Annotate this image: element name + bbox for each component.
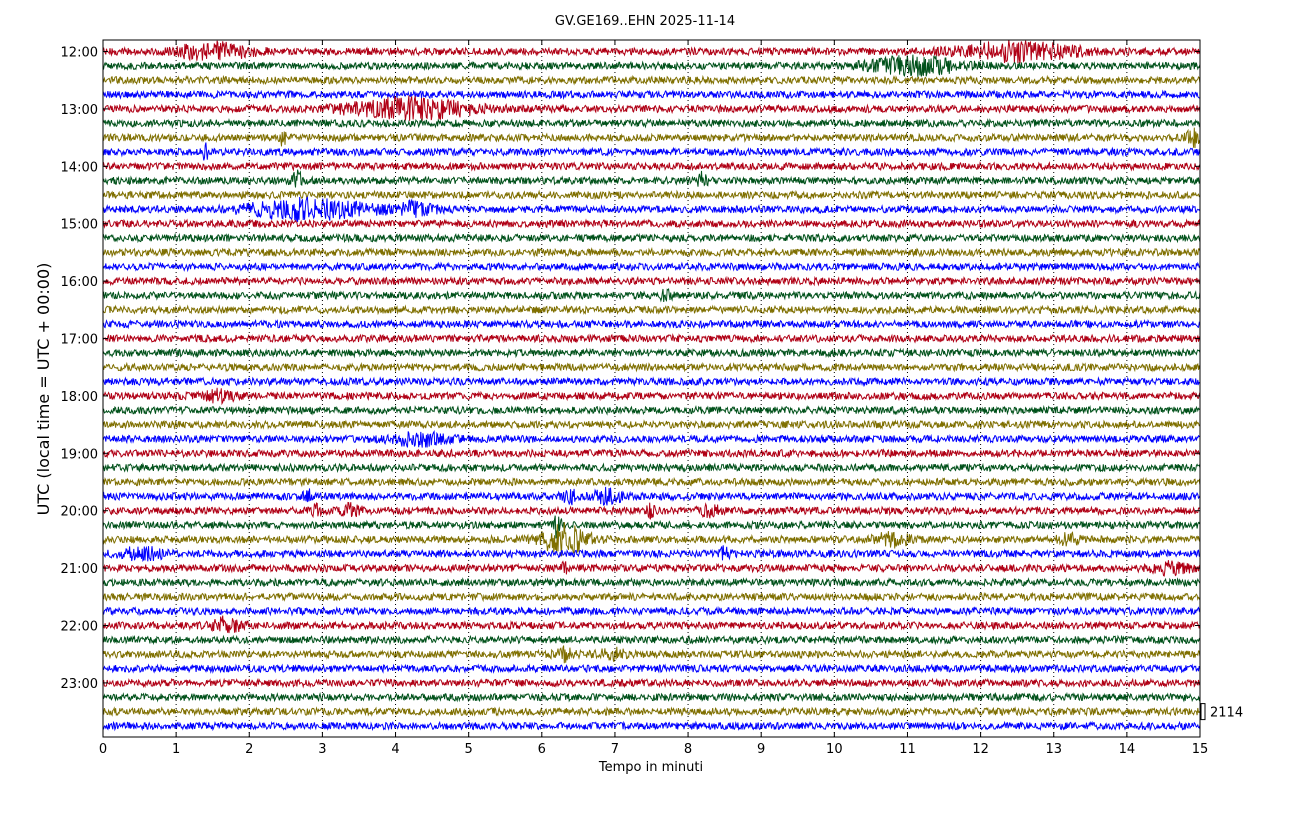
y-tick-label: 15:00 [61, 218, 98, 233]
seismogram-trace [102, 515, 1201, 539]
seismogram-trace [102, 218, 1201, 230]
seismogram-trace [102, 447, 1201, 459]
seismogram-trace [102, 189, 1201, 201]
seismogram-trace [102, 196, 1201, 223]
seismogram-trace [102, 663, 1201, 674]
seismogram-trace [102, 720, 1201, 732]
y-tick-label: 18:00 [61, 390, 98, 405]
y-axis: 12:00 13:00 14:00 15:00 16:00 17:00 18:00 19:00… [61, 46, 1200, 692]
seismogram-trace [102, 275, 1201, 287]
seismogram-trace [103, 376, 1201, 388]
y-tick-label: 23:00 [61, 677, 98, 692]
x-tick-label: 11 [899, 742, 916, 757]
y-axis-label: UTC (local time = UTC + 00:00) [34, 263, 53, 516]
seismogram-trace [102, 691, 1201, 703]
x-axis: 0 1 2 3 4 5 6 7 8 9 10 11 12 13 14 15 [99, 40, 1208, 757]
seismogram-trace [102, 142, 1201, 161]
x-tick-label: 9 [757, 742, 765, 757]
y-tick-label: 16:00 [61, 275, 98, 290]
seismogram-trace [102, 645, 1201, 664]
y-tick-label: 22:00 [61, 620, 98, 635]
seismogram-trace [102, 247, 1201, 258]
seismogram-trace [102, 169, 1201, 188]
scale-bar [1200, 703, 1206, 721]
seismogram-trace [102, 486, 1201, 506]
x-tick-label: 10 [826, 742, 843, 757]
y-tick-label: 13:00 [61, 103, 98, 118]
seismogram-trace [102, 287, 1201, 303]
vertical-grid [175, 40, 1128, 737]
trace-group [102, 39, 1201, 732]
seismogram-trace [102, 361, 1201, 373]
y-tick-label: 17:00 [61, 333, 98, 348]
seismogram-trace [103, 39, 1201, 64]
seismogram-trace [102, 261, 1201, 273]
seismogram-trace [102, 522, 1201, 557]
seismogram-trace [102, 462, 1201, 474]
seismogram-trace [102, 501, 1201, 520]
seismogram-trace [102, 332, 1201, 344]
x-tick-label: 5 [465, 742, 473, 757]
seismogram-trace [102, 404, 1201, 416]
y-tick-label: 20:00 [61, 505, 98, 520]
plot-frame [102, 39, 1201, 738]
seismogram-trace [102, 232, 1201, 244]
x-tick-label: 14 [1119, 742, 1136, 757]
seismogram-trace [102, 127, 1201, 149]
amplitude-scale-bar: 2114 [1200, 703, 1243, 721]
x-tick-label: 13 [1045, 742, 1062, 757]
x-tick-label: 4 [391, 742, 399, 757]
y-tick-label: 21:00 [61, 562, 98, 577]
x-tick-label: 0 [99, 742, 107, 757]
x-tick-label: 6 [538, 742, 546, 757]
seismogram-trace [102, 117, 1201, 129]
seismogram-trace [102, 318, 1201, 330]
seismogram-trace [102, 560, 1201, 577]
x-tick-label: 12 [972, 742, 989, 757]
seismogram-trace [102, 89, 1201, 101]
seismogram-trace [102, 161, 1201, 172]
y-tick-label: 12:00 [61, 46, 98, 61]
seismogram-trace [102, 545, 1201, 562]
seismogram-trace [102, 706, 1201, 717]
x-tick-label: 7 [611, 742, 619, 757]
seismogram-trace [102, 677, 1201, 689]
seismogram-trace [102, 615, 1201, 634]
x-axis-label: Tempo in minuti [598, 760, 703, 775]
x-tick-label: 2 [245, 742, 253, 757]
seismogram-trace [102, 347, 1201, 359]
seismogram-trace [102, 430, 1201, 448]
seismogram-trace [102, 577, 1201, 588]
seismogram-trace [102, 54, 1201, 78]
seismogram-trace [102, 95, 1201, 121]
seismogram-trace [102, 419, 1201, 431]
x-tick-label: 15 [1192, 742, 1209, 757]
scale-label: 2114 [1210, 706, 1243, 721]
y-tick-label: 19:00 [61, 447, 98, 462]
seismogram-trace [102, 634, 1201, 646]
chart-title: GV.GE169..EHN 2025-11-14 [555, 14, 735, 29]
x-tick-label: 8 [684, 742, 692, 757]
y-tick-label: 14:00 [61, 160, 98, 175]
seismogram-trace [102, 476, 1201, 488]
seismogram-trace [102, 387, 1201, 406]
seismogram-trace [102, 605, 1201, 617]
seismogram-trace [102, 591, 1201, 603]
seismogram-trace [102, 74, 1201, 86]
x-tick-label: 3 [318, 742, 326, 757]
seismogram-trace [102, 304, 1201, 316]
x-tick-label: 1 [172, 742, 180, 757]
